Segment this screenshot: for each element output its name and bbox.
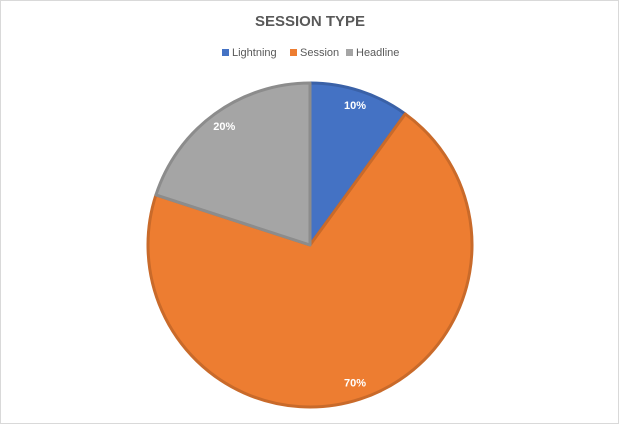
pie-slice: [308, 81, 407, 247]
legend-label: Lightning: [232, 47, 277, 59]
chart-title: SESSION TYPE: [255, 13, 365, 30]
data-label: 20%: [213, 121, 235, 133]
legend-marker: [346, 49, 353, 56]
legend-marker: [222, 49, 229, 56]
pie-slice: [146, 112, 474, 409]
legend-marker: [290, 49, 297, 56]
legend-label: Session: [300, 47, 339, 59]
legend-label: Headline: [356, 47, 399, 59]
data-label: 70%: [344, 378, 366, 390]
pie-slice: [154, 81, 312, 247]
data-label: 10%: [344, 100, 366, 112]
